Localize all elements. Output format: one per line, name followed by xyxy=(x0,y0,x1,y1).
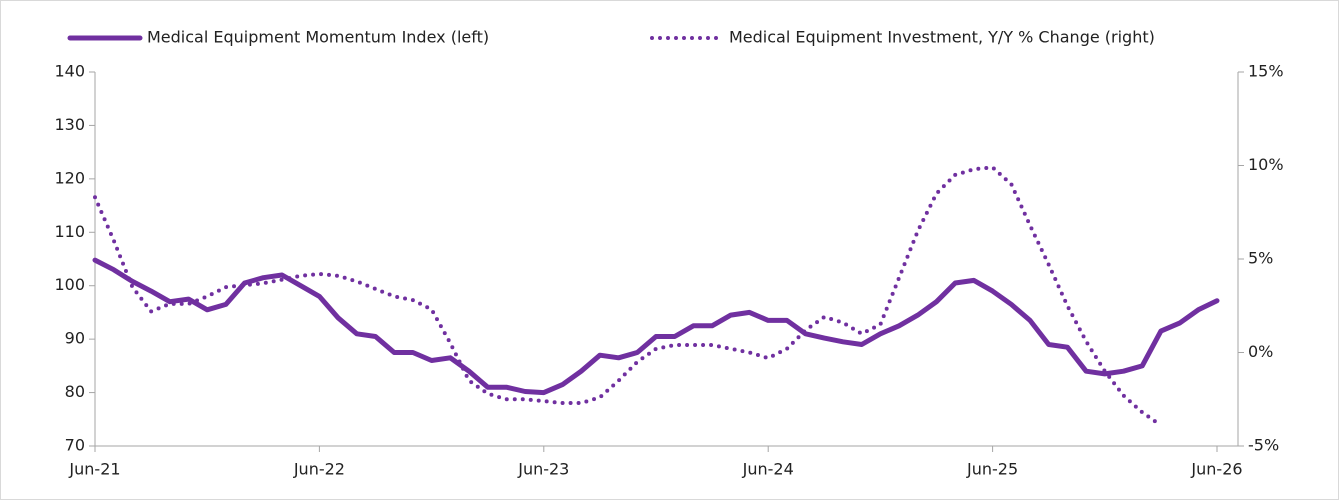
y2-tick-label: -5% xyxy=(1248,436,1279,455)
x-tick-label: Jun-25 xyxy=(966,460,1018,479)
y-tick-label: 130 xyxy=(54,115,85,134)
x-tick-label: Jun-21 xyxy=(68,460,120,479)
y2-tick-label: 10% xyxy=(1248,155,1284,174)
x-tick-label: Jun-26 xyxy=(1190,460,1242,479)
y-tick-label: 140 xyxy=(54,62,85,81)
legend-label: Medical Equipment Momentum Index (left) xyxy=(147,28,489,47)
y-tick-label: 90 xyxy=(65,329,85,348)
x-tick-label: Jun-24 xyxy=(742,460,794,479)
y2-tick-label: 5% xyxy=(1248,249,1273,268)
series-line xyxy=(92,257,1220,396)
y2-tick-label: 0% xyxy=(1248,342,1273,361)
legend-label: Medical Equipment Investment, Y/Y % Chan… xyxy=(729,28,1155,47)
x-tick-label: Jun-23 xyxy=(517,460,569,479)
y-tick-label: 100 xyxy=(54,275,85,294)
y-tick-label: 110 xyxy=(54,222,85,241)
y-tick-label: 120 xyxy=(54,168,85,187)
y-tick-label: 70 xyxy=(65,436,85,455)
y2-tick-label: 15% xyxy=(1248,62,1284,81)
y-tick-label: 80 xyxy=(65,382,85,401)
series-line xyxy=(93,165,1163,428)
x-tick-label: Jun-22 xyxy=(293,460,345,479)
